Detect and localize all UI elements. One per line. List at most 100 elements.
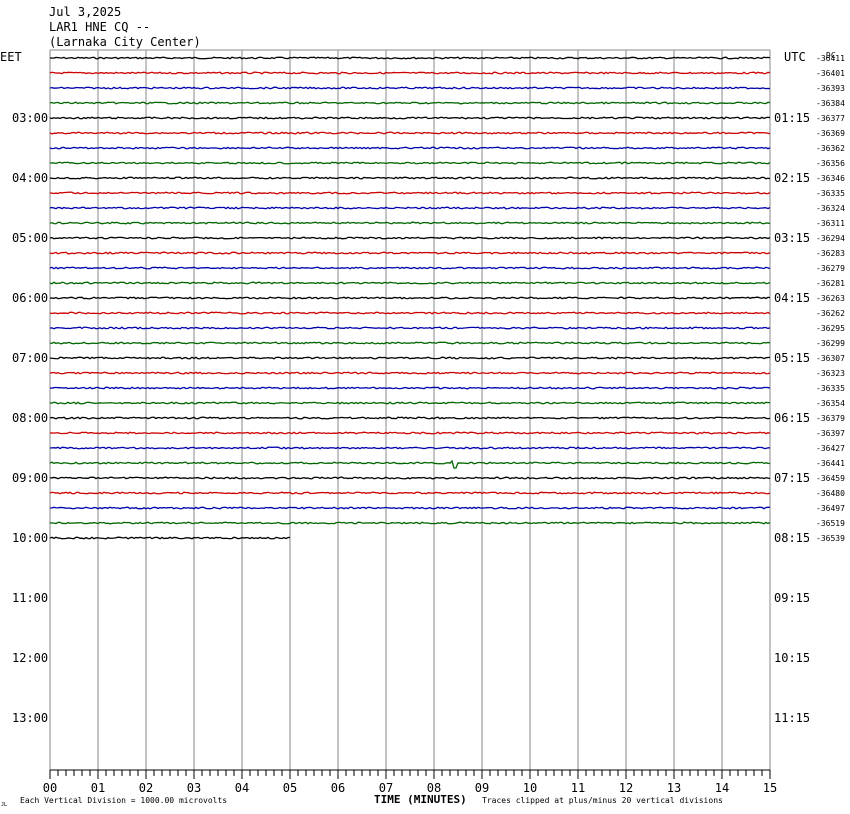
x-axis: 00 01 02 03 04 05 06 07 08 09 10 11 12 13 14 15 <box>43 770 777 795</box>
dc-label: DC <box>826 51 836 60</box>
trace-row <box>49 221 771 225</box>
trace-row <box>49 386 771 390</box>
trace-row <box>49 251 771 255</box>
dc-offset-label: -36480 <box>816 489 845 498</box>
dc-offset-label: -36427 <box>816 444 845 453</box>
x-axis-title: TIME (MINUTES) <box>374 793 467 806</box>
trace-row <box>49 131 771 135</box>
trace-row <box>49 161 771 165</box>
trace-row <box>49 116 771 120</box>
x-tick-label: 12 <box>619 781 633 795</box>
trace-row <box>49 266 771 270</box>
dc-offset-label: -36519 <box>816 519 845 528</box>
left-time-labels: 03:00 04:00 05:00 06:00 07:00 08:00 09:00 10:00… <box>12 111 48 725</box>
x-tick-label: 02 <box>139 781 153 795</box>
left-time-label: 12:00 <box>12 651 48 665</box>
right-time-label: 08:15 <box>774 531 810 545</box>
trace-row <box>49 491 771 495</box>
x-tick-label: 04 <box>235 781 249 795</box>
dc-offset-label: -36335 <box>816 384 845 393</box>
left-time-label: 07:00 <box>12 351 48 365</box>
dc-offset-label: -36335 <box>816 189 845 198</box>
left-time-label: 03:00 <box>12 111 48 125</box>
dc-offset-label: -36294 <box>816 234 845 243</box>
left-zone-label: EET <box>0 50 22 64</box>
trace-row <box>49 191 771 195</box>
minute-gridlines <box>49 49 771 771</box>
right-time-label: 03:15 <box>774 231 810 245</box>
trace-row <box>49 281 771 285</box>
dc-offset-label: -36299 <box>816 339 845 348</box>
trace-row <box>49 101 771 105</box>
x-tick-label: 10 <box>523 781 537 795</box>
trace-row <box>49 356 771 360</box>
left-time-label: 09:00 <box>12 471 48 485</box>
x-tick-label: 08 <box>427 781 441 795</box>
x-tick-label: 01 <box>91 781 105 795</box>
left-time-label: 04:00 <box>12 171 48 185</box>
dc-offset-label: -36283 <box>816 249 845 258</box>
right-time-label: 01:15 <box>774 111 810 125</box>
trace-row <box>49 146 771 150</box>
trace-row <box>49 536 291 540</box>
right-time-label: 07:15 <box>774 471 810 485</box>
right-time-label: 05:15 <box>774 351 810 365</box>
x-tick-label: 00 <box>43 781 57 795</box>
right-time-label: 04:15 <box>774 291 810 305</box>
trace-row <box>49 326 771 330</box>
dc-offset-label: -36397 <box>816 429 845 438</box>
dc-offset-label: -36459 <box>816 474 845 483</box>
dc-offset-label: -36346 <box>816 174 845 183</box>
trace-row <box>49 446 771 450</box>
x-tick-label: 11 <box>571 781 585 795</box>
right-time-label: 09:15 <box>774 591 810 605</box>
dc-offset-label: -36324 <box>816 204 845 213</box>
trace-row <box>49 401 770 405</box>
trace-row <box>49 206 771 210</box>
trace-row <box>49 86 771 90</box>
corner-mark: JL <box>1 802 7 808</box>
x-tick-label: 09 <box>475 781 489 795</box>
x-tick-label: 14 <box>715 781 729 795</box>
left-time-label: 11:00 <box>12 591 48 605</box>
dc-offset-label: -36539 <box>816 534 845 543</box>
dc-offset-label: -36307 <box>816 354 845 363</box>
right-time-label: 06:15 <box>774 411 810 425</box>
dc-offset-labels: -36411 -36401 -36393 -36384 -36377 -36369 -363… <box>816 54 845 543</box>
left-time-label: 05:00 <box>12 231 48 245</box>
location-label: (Larnaka City Center) <box>49 35 201 49</box>
dc-offset-label: -36384 <box>816 99 845 108</box>
trace-row <box>49 459 771 469</box>
trace-row <box>49 341 771 345</box>
trace-row <box>49 371 771 375</box>
x-tick-label: 13 <box>667 781 681 795</box>
date-label: Jul 3,2025 <box>49 5 121 19</box>
trace-row <box>49 56 771 60</box>
trace-row <box>49 311 771 315</box>
dc-offset-label: -36323 <box>816 369 845 378</box>
dc-offset-label: -36369 <box>816 129 845 138</box>
dc-offset-label: -36379 <box>816 414 845 423</box>
trace-row <box>49 236 771 240</box>
dc-offset-label: -36263 <box>816 294 845 303</box>
scale-note: Each Vertical Division = 1000.00 microvo… <box>20 796 227 805</box>
trace-row <box>49 71 771 75</box>
right-time-label: 02:15 <box>774 171 810 185</box>
trace-row <box>49 476 771 480</box>
trace-row <box>49 521 771 525</box>
dc-offset-label: -36497 <box>816 504 845 513</box>
dc-offset-label: -36362 <box>816 144 845 153</box>
trace-row <box>49 296 771 300</box>
station-label: LAR1 HNE CQ -- <box>49 20 150 34</box>
right-time-label: 11:15 <box>774 711 810 725</box>
trace-row <box>49 176 771 180</box>
trace-rows <box>49 56 771 540</box>
left-time-label: 10:00 <box>12 531 48 545</box>
dc-offset-label: -36295 <box>816 324 845 333</box>
dc-offset-label: -36411 <box>816 54 845 63</box>
dc-offset-label: -36377 <box>816 114 845 123</box>
left-time-label: 08:00 <box>12 411 48 425</box>
x-tick-label: 07 <box>379 781 393 795</box>
x-tick-label: 05 <box>283 781 297 795</box>
